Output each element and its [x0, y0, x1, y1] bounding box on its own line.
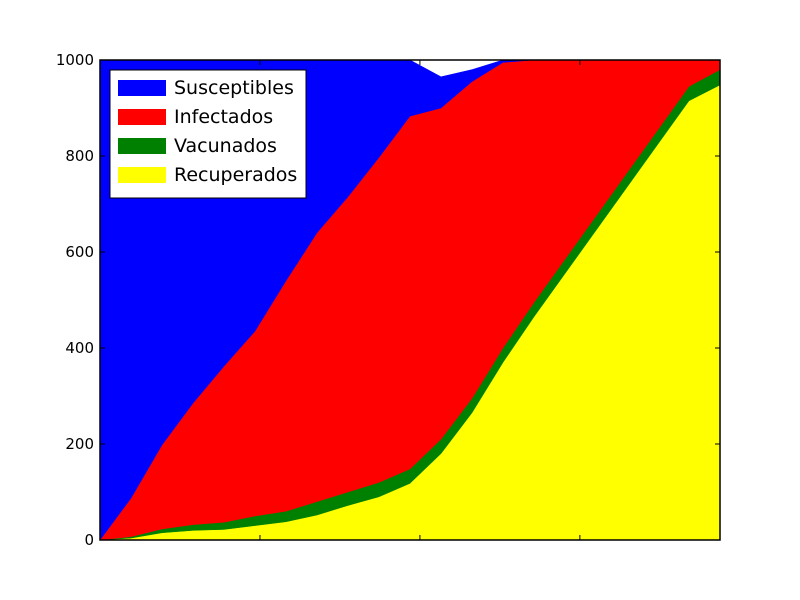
y-tick-label: 600: [65, 243, 94, 261]
legend-label-infectados: Infectados: [174, 106, 273, 128]
legend-swatch-recuperados: [118, 167, 166, 183]
y-tick-label: 200: [65, 435, 94, 453]
y-tick-label: 800: [65, 147, 94, 165]
plot-frame: [99, 59, 721, 541]
legend-swatch-infectados: [118, 109, 166, 125]
legend-label-recuperados: Recuperados: [174, 164, 297, 186]
ticks-layer: 0 200 400 600 800 1000: [56, 51, 721, 549]
legend-swatch-susceptibles: [118, 80, 166, 96]
y-tick-label: 400: [65, 339, 94, 357]
y-tick-label: 1000: [56, 51, 94, 69]
y-tick-label: 0: [84, 531, 94, 549]
legend-label-vacunados: Vacunados: [174, 135, 277, 157]
legend-swatch-vacunados: [118, 138, 166, 154]
legend: Susceptibles Infectados Vacunados Recuperad…: [109, 69, 307, 199]
legend-label-susceptibles: Susceptibles: [174, 77, 294, 99]
